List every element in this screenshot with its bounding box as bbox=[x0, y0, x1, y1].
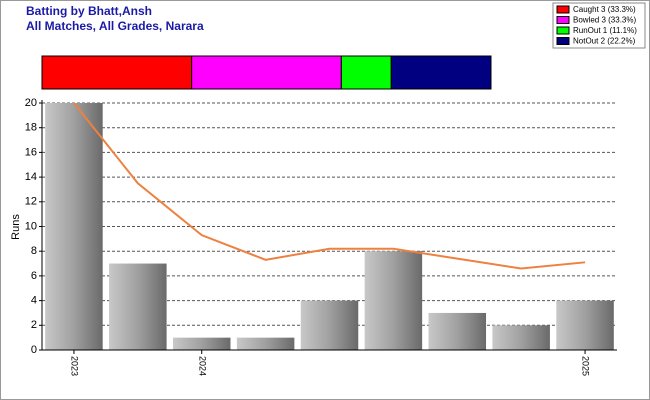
legend-label: Bowled 3 (33.3%) bbox=[573, 16, 636, 25]
dismissal-segment bbox=[191, 55, 342, 90]
y-tick-label: 16 bbox=[25, 146, 37, 158]
y-tick-label: 6 bbox=[31, 270, 37, 282]
bar bbox=[236, 337, 295, 350]
x-tick-label: 2023 bbox=[70, 356, 80, 376]
y-tick-label: 4 bbox=[31, 295, 37, 307]
chart-subtitle: All Matches, All Grades, Narara bbox=[26, 19, 204, 33]
average-line bbox=[73, 102, 586, 270]
x-tick-label: 2025 bbox=[581, 356, 591, 376]
bar bbox=[364, 251, 423, 350]
dismissal-segment bbox=[340, 55, 392, 90]
dismissal-segment bbox=[41, 55, 193, 90]
bar bbox=[428, 312, 487, 350]
y-tick-label: 10 bbox=[25, 220, 37, 232]
y-tick-label: 14 bbox=[25, 171, 37, 183]
legend-swatch bbox=[556, 37, 570, 45]
dismissal-segment bbox=[390, 55, 492, 90]
y-tick-label: 18 bbox=[25, 122, 37, 134]
bar bbox=[45, 103, 103, 350]
legend-label: NotOut 2 (22.2%) bbox=[573, 37, 636, 46]
chart-title: Batting by Bhatt,Ansh bbox=[26, 4, 152, 18]
y-axis-label: Runs bbox=[10, 214, 22, 240]
bar bbox=[556, 300, 614, 350]
bar bbox=[492, 325, 550, 350]
bar bbox=[172, 337, 231, 350]
y-tick-label: 8 bbox=[31, 245, 37, 257]
legend-label: Caught 3 (33.3%) bbox=[573, 5, 636, 14]
legend-label: RunOut 1 (11.1%) bbox=[573, 26, 637, 35]
y-tick-label: 20 bbox=[25, 97, 37, 109]
legend-swatch bbox=[556, 26, 570, 35]
y-tick-label: 2 bbox=[31, 319, 37, 331]
bar bbox=[300, 300, 359, 350]
legend-swatch bbox=[556, 16, 570, 24]
bar bbox=[109, 263, 167, 350]
legend-swatch bbox=[556, 5, 570, 14]
x-tick-label: 2024 bbox=[197, 356, 207, 376]
y-tick-label: 12 bbox=[25, 196, 37, 208]
y-tick-label: 0 bbox=[31, 344, 37, 356]
